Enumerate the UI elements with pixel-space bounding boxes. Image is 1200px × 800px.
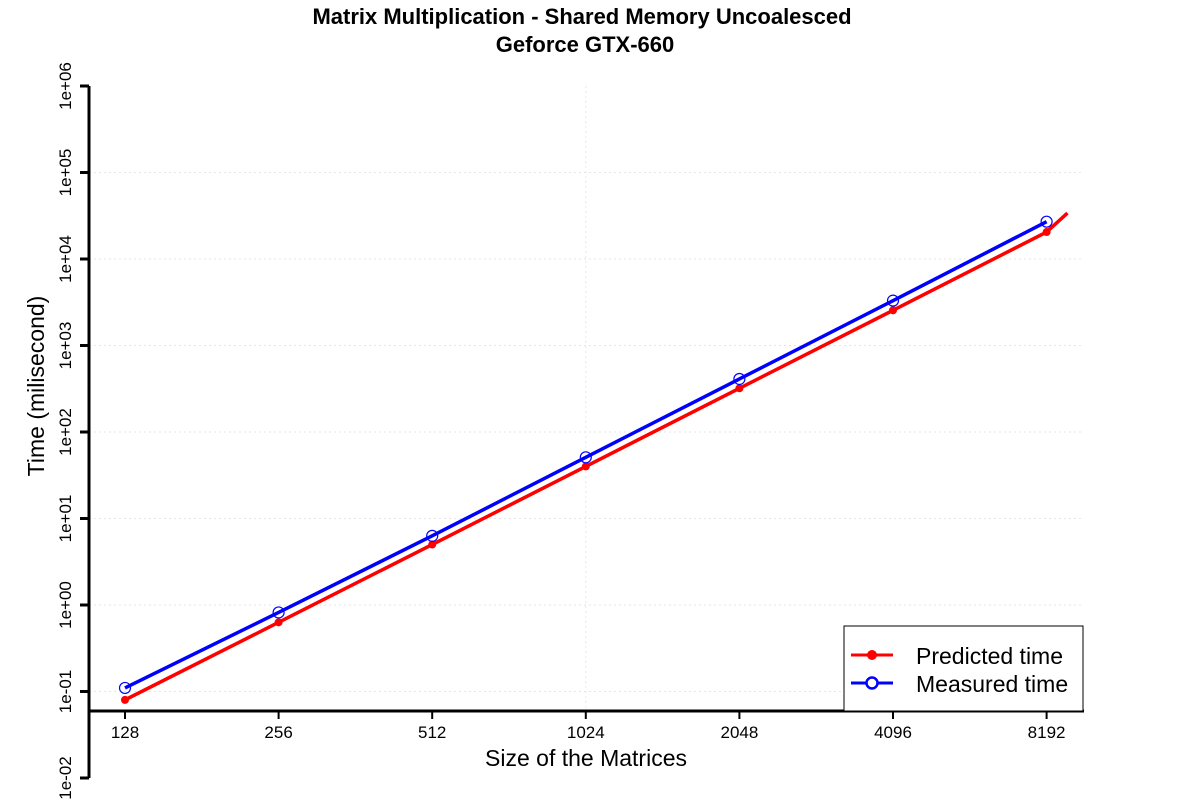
- y-tick-label-4: 1e+02: [56, 408, 75, 456]
- series-0-point-1: [274, 618, 283, 627]
- series-1-point-0: [118, 681, 132, 695]
- legend-measured-marker: [865, 676, 879, 690]
- y-ticks: 1e-02 1e-01 1e+00 1e+01 1e+02 1e+03 1e+04 1e+05…: [56, 62, 89, 800]
- series-1-point-1: [272, 606, 285, 619]
- series-0-point-3: [581, 462, 590, 471]
- series-0-point-0: [121, 695, 129, 704]
- y-tick-label-2: 1e+00: [56, 581, 75, 629]
- series-1-point-3: [579, 451, 592, 464]
- series-1-point-2: [426, 529, 439, 542]
- y-tick-label-6: 1e+04: [56, 235, 75, 283]
- chart-subtitle: Geforce GTX-660: [496, 32, 675, 57]
- x-tick-label-2: 512: [418, 723, 446, 742]
- series-1-point-5: [886, 294, 900, 307]
- series-0-point-6: [1042, 228, 1051, 237]
- legend-measured-label: Measured time: [916, 671, 1068, 697]
- y-tick-label-0: 1e-02: [56, 756, 75, 799]
- x-tick-label-6: 8192: [1028, 723, 1066, 742]
- y-tick-label-3: 1e+01: [56, 495, 75, 543]
- series-line-0: [124, 211, 1069, 702]
- legend: Predicted time Measured time: [843, 625, 1084, 712]
- series-1-point-6: [1040, 215, 1053, 228]
- series-layer: [118, 211, 1069, 704]
- series-0-point-4: [735, 384, 744, 393]
- series-0-point-2: [428, 540, 437, 549]
- legend-predicted-marker: [867, 650, 877, 660]
- y-tick-label-8: 1e+06: [56, 62, 75, 110]
- legend-predicted-label: Predicted time: [916, 643, 1063, 669]
- y-tick-label-7: 1e+05: [56, 149, 75, 197]
- x-tick-label-1: 256: [264, 723, 292, 742]
- x-ticks: 128 256 512 1024 2048 4096 8192: [111, 711, 1066, 742]
- x-tick-label-3: 1024: [567, 723, 605, 742]
- x-tick-label-4: 2048: [720, 723, 758, 742]
- x-axis-label: Size of the Matrices: [485, 745, 687, 771]
- series-line-1: [124, 220, 1048, 690]
- x-tick-label-5: 4096: [874, 723, 912, 742]
- y-tick-label-1: 1e-01: [56, 670, 75, 713]
- x-tick-label-0: 128: [111, 723, 139, 742]
- grid: [89, 86, 1084, 711]
- y-axis-label: Time (milisecond): [23, 296, 49, 477]
- legend-box: [843, 625, 1084, 712]
- y-tick-label-5: 1e+03: [56, 322, 75, 370]
- series-1-point-4: [733, 372, 746, 386]
- series-0-point-5: [889, 306, 897, 315]
- chart-title: Matrix Multiplication - Shared Memory Un…: [312, 4, 851, 29]
